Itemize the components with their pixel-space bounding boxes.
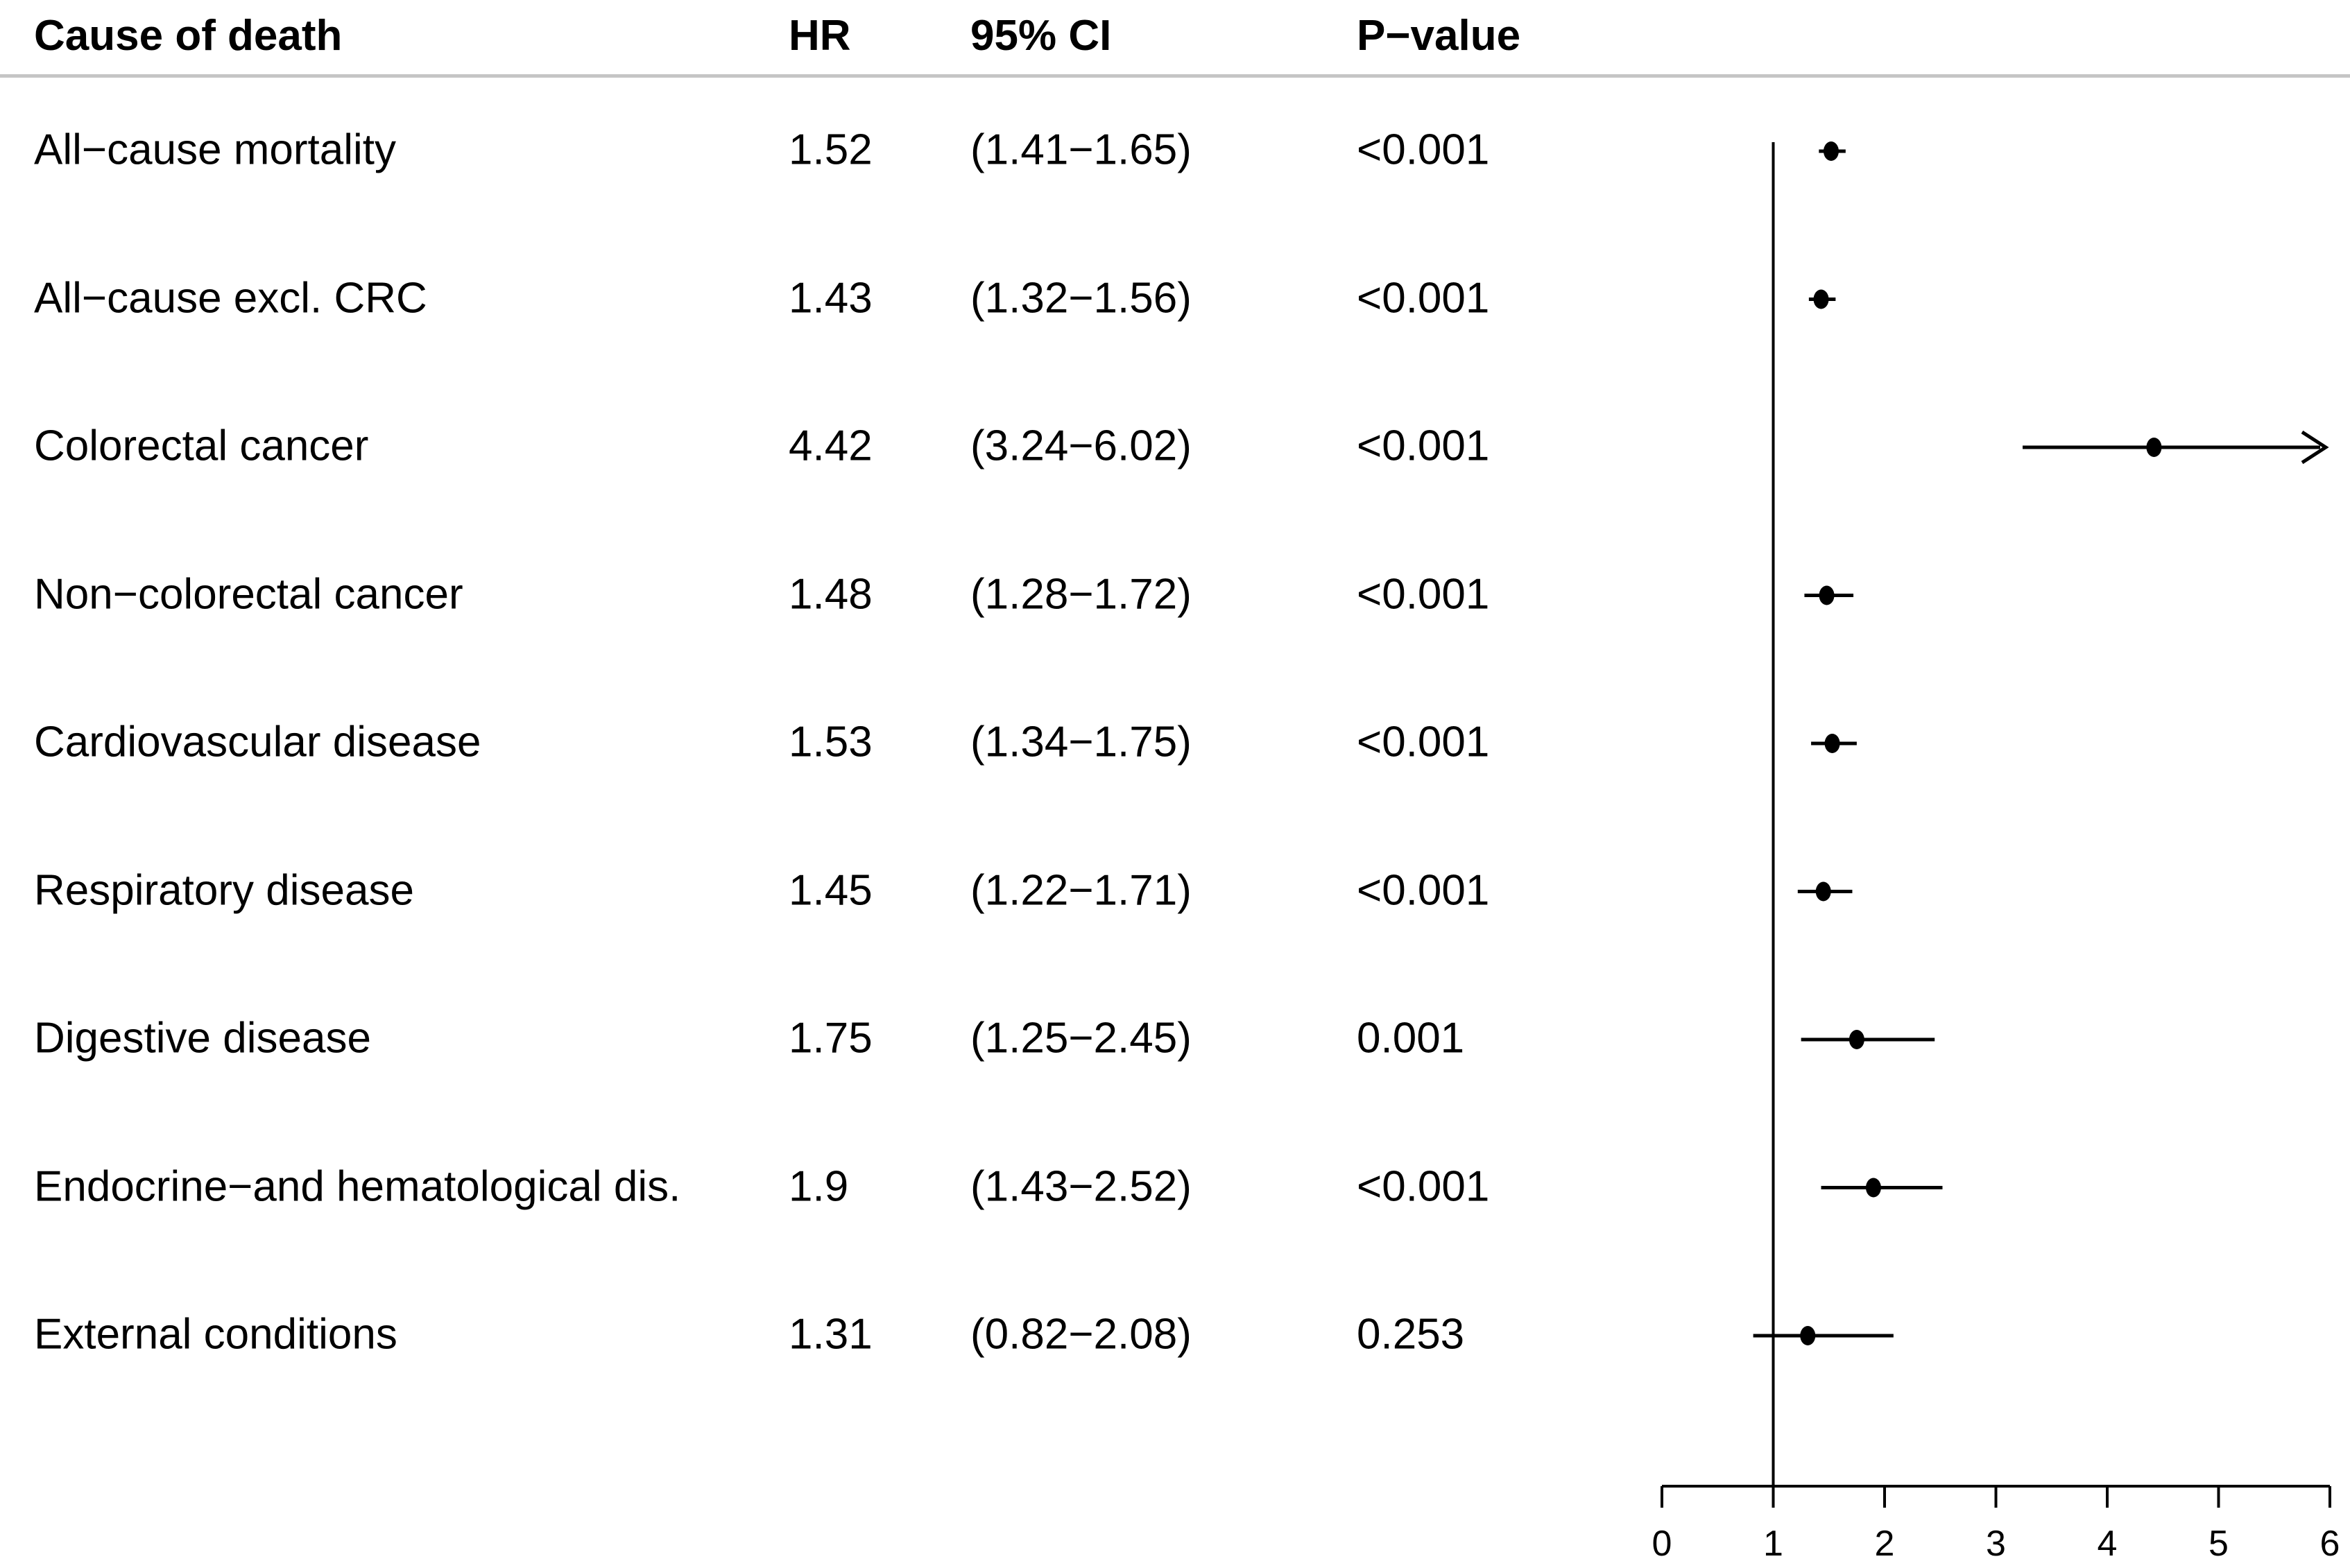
- row-ci-value: (1.34−1.75): [970, 718, 1192, 766]
- column-header-p-value: P−value: [1357, 12, 1521, 60]
- row-p-value: <0.001: [1357, 422, 1490, 470]
- x-axis-tick-label: 3: [1986, 1524, 2006, 1564]
- row-cause-label: All−cause mortality: [34, 126, 397, 174]
- column-header-95ci: 95% CI: [970, 12, 1112, 60]
- row-hr-value: 1.53: [789, 718, 873, 766]
- row-cause-label: Colorectal cancer: [34, 422, 369, 470]
- row-hr-value: 1.43: [789, 274, 873, 322]
- hr-point-estimate: [1819, 585, 1835, 605]
- row-cause-label: Endocrine−and hematological dis.: [34, 1162, 681, 1211]
- row-hr-value: 1.48: [789, 570, 873, 619]
- row-cause-label: External conditions: [34, 1310, 397, 1359]
- hr-point-estimate: [1824, 734, 1840, 753]
- row-ci-value: (0.82−2.08): [970, 1310, 1192, 1359]
- x-axis-tick-label: 6: [2320, 1524, 2340, 1564]
- row-hr-value: 1.31: [789, 1310, 873, 1359]
- header-separator-line: [0, 74, 2350, 78]
- hr-point-estimate: [1823, 141, 1839, 161]
- row-hr-value: 1.45: [789, 866, 873, 915]
- x-axis-tick-label: 5: [2209, 1524, 2229, 1564]
- row-p-value: <0.001: [1357, 1162, 1490, 1211]
- x-axis-tick-label: 1: [1763, 1524, 1783, 1564]
- row-ci-value: (1.22−1.71): [970, 866, 1192, 915]
- hr-point-estimate: [1800, 1326, 1816, 1345]
- row-hr-value: 4.42: [789, 422, 873, 470]
- row-cause-label: Non−colorectal cancer: [34, 570, 463, 619]
- row-p-value: <0.001: [1357, 570, 1490, 619]
- row-cause-label: Respiratory disease: [34, 866, 414, 915]
- x-axis-tick-label: 4: [2098, 1524, 2118, 1564]
- hr-point-estimate: [1849, 1030, 1864, 1049]
- row-p-value: <0.001: [1357, 866, 1490, 915]
- row-hr-value: 1.52: [789, 126, 873, 174]
- row-ci-value: (1.25−2.45): [970, 1014, 1192, 1062]
- row-p-value: 0.001: [1357, 1014, 1465, 1062]
- row-p-value: 0.253: [1357, 1310, 1465, 1359]
- row-ci-value: (1.32−1.56): [970, 274, 1192, 322]
- x-axis-tick-label: 2: [1875, 1524, 1895, 1564]
- hr-point-estimate: [1865, 1178, 1881, 1198]
- row-hr-value: 1.75: [789, 1014, 873, 1062]
- row-p-value: <0.001: [1357, 274, 1490, 322]
- ci-arrowhead: [2301, 430, 2329, 465]
- column-header-hr: HR: [789, 12, 851, 60]
- row-hr-value: 1.9: [789, 1162, 849, 1211]
- row-cause-label: Cardiovascular disease: [34, 718, 481, 766]
- column-header-cause-of-death: Cause of death: [34, 12, 343, 60]
- row-ci-value: (3.24−6.02): [970, 422, 1192, 470]
- row-cause-label: Digestive disease: [34, 1014, 371, 1062]
- row-ci-value: (1.28−1.72): [970, 570, 1192, 619]
- row-p-value: <0.001: [1357, 126, 1490, 174]
- row-ci-value: (1.41−1.65): [970, 126, 1192, 174]
- row-p-value: <0.001: [1357, 718, 1490, 766]
- hr-point-estimate: [1815, 881, 1831, 902]
- hr-point-estimate: [2146, 438, 2162, 457]
- row-ci-value: (1.43−2.52): [970, 1162, 1192, 1211]
- hr-point-estimate: [1813, 289, 1829, 309]
- x-axis-tick-label: 0: [1652, 1524, 1672, 1564]
- row-cause-label: All−cause excl. CRC: [34, 274, 427, 322]
